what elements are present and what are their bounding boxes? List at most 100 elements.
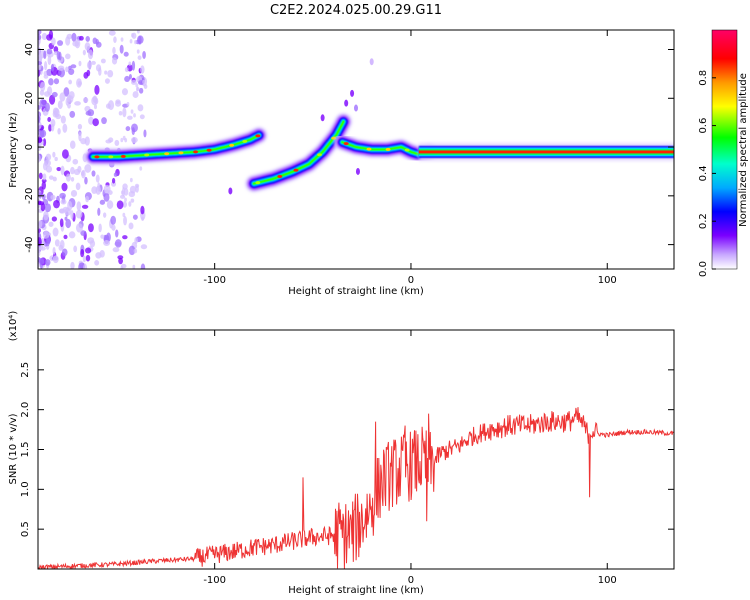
noise-spot — [123, 216, 127, 226]
noise-spot — [124, 67, 129, 73]
noise-spot — [65, 97, 70, 106]
noise-spot — [135, 185, 139, 193]
noise-spot — [137, 55, 142, 60]
spectrogram-panel: -100 0 100 -40 -20 0 20 40 Height of straight … — [8, 29, 675, 297]
snr-x-label: Height of straight line (km) — [288, 585, 424, 596]
noise-spot — [84, 164, 92, 173]
noise-spot — [108, 137, 114, 143]
noise-spot — [97, 182, 101, 192]
noise-spot — [39, 81, 46, 92]
noise-spot — [138, 87, 144, 94]
noise-spot — [70, 261, 75, 269]
y-tick-label: 2.0 — [20, 402, 31, 418]
noise-spot — [64, 216, 68, 221]
noise-spot — [82, 49, 86, 56]
noise-spot — [110, 215, 117, 225]
noise-spot — [92, 118, 99, 127]
noise-spot — [87, 49, 94, 60]
noise-spot — [83, 263, 88, 269]
noise-spot — [128, 245, 136, 256]
noise-spot — [38, 172, 43, 180]
noise-spot — [51, 91, 58, 98]
noise-spot — [51, 216, 57, 222]
noise-spot — [72, 158, 79, 165]
noise-spot — [68, 68, 75, 75]
ridge-hotspot — [385, 147, 391, 151]
noise-spot — [38, 142, 41, 147]
noise-spot — [99, 199, 106, 205]
x-tick-label: -100 — [203, 275, 226, 286]
colorbar-scale — [711, 29, 738, 270]
noise-spot — [83, 72, 89, 79]
noise-spot — [47, 86, 53, 96]
noise-spot — [141, 216, 145, 221]
noise-spot — [90, 60, 96, 65]
noise-spot — [103, 212, 107, 218]
ridge-2-core — [418, 150, 674, 154]
y-tick-label: -20 — [24, 188, 35, 204]
noise-spot — [130, 109, 134, 114]
noise-spot — [38, 105, 41, 110]
noise-spot — [99, 249, 105, 258]
noise-spot — [136, 87, 139, 92]
noise-spot — [61, 149, 69, 159]
noise-spot — [98, 67, 102, 76]
noise-spot — [122, 201, 128, 208]
ridge-hotspot — [331, 136, 337, 140]
spectrogram-frame — [37, 29, 675, 270]
noise-spot — [124, 197, 127, 202]
noise-spot — [54, 239, 60, 247]
noise-spot — [73, 245, 78, 253]
noise-spot — [59, 218, 64, 228]
noise-spot — [122, 212, 126, 218]
noise-spot — [45, 153, 52, 161]
y-tick-label: -40 — [24, 236, 35, 252]
noise-spot — [46, 48, 53, 55]
noise-spot — [38, 115, 41, 124]
noise-spot — [85, 36, 90, 42]
snr-line-plot — [38, 407, 674, 569]
noise-spot — [120, 137, 124, 143]
noise-spot — [65, 173, 71, 182]
noise-spot — [93, 104, 98, 110]
noise-spot — [38, 249, 41, 257]
noise-spot — [59, 208, 64, 214]
y-tick-label: 2.5 — [20, 362, 31, 378]
noise-spot — [128, 222, 134, 230]
noise-spot — [139, 114, 145, 120]
noise-spot — [48, 94, 56, 105]
spectrogram-x-ticks: -100 0 100 — [203, 30, 617, 286]
noise-spot — [127, 115, 133, 120]
noise-spot — [70, 190, 78, 197]
ridge-hotspot — [144, 153, 150, 157]
noise-spot — [129, 177, 133, 183]
noise-spot — [48, 78, 54, 86]
noise-spot — [43, 50, 47, 60]
noise-spot — [57, 100, 63, 110]
ridge-hotspot — [193, 150, 199, 154]
noise-spot — [63, 234, 68, 240]
noise-spot — [137, 104, 144, 112]
noise-spot — [62, 123, 68, 133]
noise-spot — [128, 201, 132, 207]
snr-x-ticks: -100 0 100 — [203, 330, 617, 586]
figure-title: C2E2.2024.025.00.29.G11 — [270, 3, 442, 18]
noise-spot — [76, 201, 82, 211]
noise-spot — [123, 51, 129, 57]
colorbar-label: Normalized spectral amplitude — [738, 73, 749, 227]
noise-spot — [50, 119, 56, 127]
ridge-hotspot — [120, 154, 126, 158]
noise-spot — [71, 32, 77, 42]
noise-spot — [60, 165, 65, 176]
noise-spot — [74, 101, 81, 106]
noise-spot — [140, 205, 145, 215]
noise-spot — [104, 78, 110, 84]
noise-spot — [48, 175, 54, 180]
noise-spot — [38, 237, 42, 247]
colorbar-ticks: 0.0 0.2 0.4 0.6 0.8 — [698, 70, 716, 277]
noise-spot — [41, 181, 46, 190]
noise-spot — [91, 186, 98, 194]
noise-spot — [132, 264, 136, 269]
y-tick-label: 1.5 — [20, 442, 31, 458]
noise-spot — [139, 166, 143, 171]
